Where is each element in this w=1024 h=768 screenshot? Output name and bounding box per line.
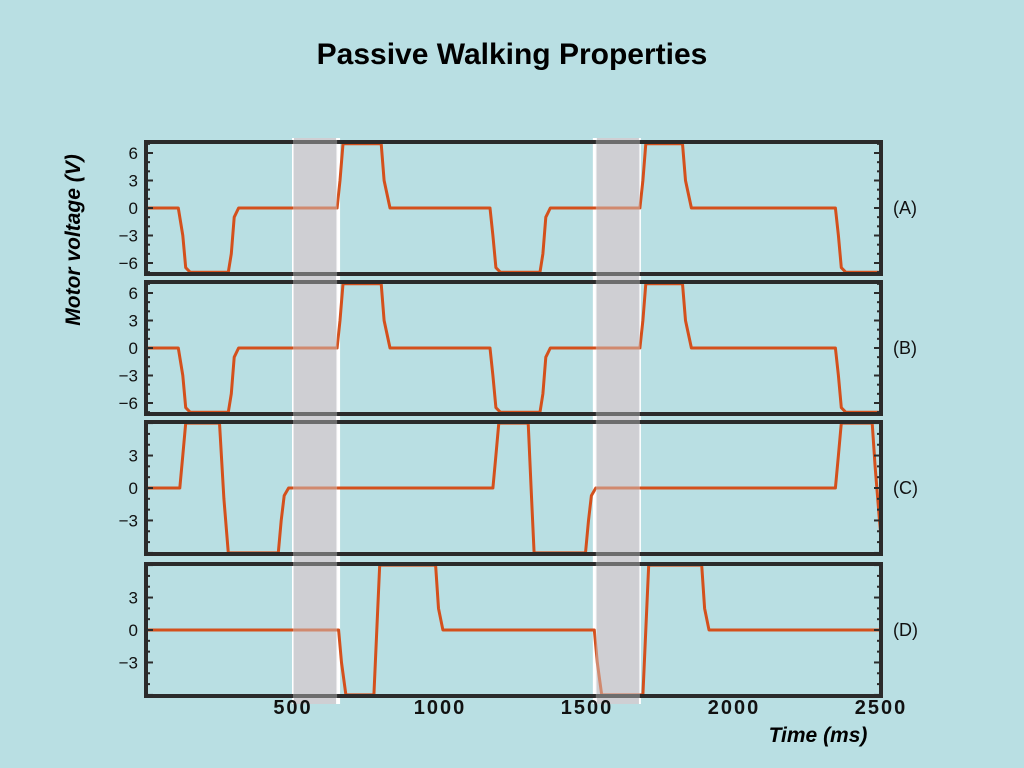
panel-label-1: (A) [893, 198, 917, 218]
y-tick-label: 0 [129, 479, 138, 498]
shade-overlay [595, 282, 640, 414]
y-tick-label: 6 [129, 284, 138, 303]
shade-overlay [293, 142, 338, 274]
panel-frames [144, 140, 883, 698]
chart-title: Passive Walking Properties [316, 38, 708, 71]
y-tick-label: −3 [119, 653, 138, 672]
y-tick-label: −3 [119, 227, 138, 246]
y-tick-label: 0 [129, 339, 138, 358]
shade-overlay [595, 422, 640, 554]
panel-label-2: (B) [893, 338, 917, 358]
axis-labels: 6 3 0 −3 −6 (A) 6 3 0 −3 −6 (B) 3 0 −3 (C) 3 0 −3 (D) 500 100… [119, 144, 918, 719]
y-tick-label: −6 [119, 394, 138, 413]
x-tick-label: 500 [273, 697, 312, 719]
series-group [146, 142, 881, 697]
x-tick-label: 2500 [855, 697, 908, 719]
y-tick-label: −3 [119, 511, 138, 530]
shade-overlay [595, 142, 640, 274]
x-tick-label: 2000 [708, 697, 761, 719]
series-line-panel-2 [146, 282, 881, 414]
shade-overlay [293, 422, 338, 554]
panel-label-4: (D) [893, 620, 918, 640]
y-axis-title: Motor voltage (V) [62, 154, 85, 326]
y-tick-label: 6 [129, 144, 138, 163]
series-line-panel-4 [146, 563, 881, 697]
y-tick-label: 3 [129, 312, 138, 331]
series-line-panel-3 [146, 421, 881, 555]
y-tick-label: 3 [129, 447, 138, 466]
x-axis-title: Time (ms) [769, 724, 868, 747]
shade-overlay [595, 564, 640, 696]
panel-label-3: (C) [893, 478, 918, 498]
y-tick-label: 0 [129, 199, 138, 218]
y-tick-label: 0 [129, 621, 138, 640]
x-tick-label: 1500 [561, 697, 614, 719]
x-tick-label: 1000 [414, 697, 467, 719]
shade-overlay [293, 564, 338, 696]
series-line-panel-1 [146, 142, 881, 274]
y-tick-label: 3 [129, 589, 138, 608]
y-tick-label: 3 [129, 172, 138, 191]
y-tick-label: −6 [119, 254, 138, 273]
y-tick-label: −3 [119, 367, 138, 386]
shade-overlay [293, 282, 338, 414]
